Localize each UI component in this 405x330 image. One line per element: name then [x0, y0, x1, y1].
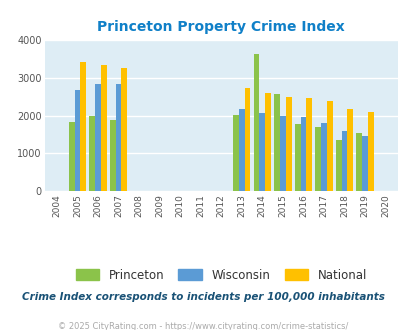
Bar	[294, 124, 300, 191]
Text: Crime Index corresponds to incidents per 100,000 inhabitants: Crime Index corresponds to incidents per…	[21, 292, 384, 302]
Bar	[347, 110, 352, 191]
Bar	[80, 62, 86, 191]
Bar	[367, 112, 373, 191]
Bar	[285, 96, 291, 191]
Bar	[274, 94, 279, 191]
Bar	[264, 93, 270, 191]
Bar	[69, 121, 75, 191]
Bar	[361, 136, 367, 191]
Bar	[89, 115, 95, 191]
Bar	[115, 83, 121, 191]
Bar	[232, 115, 238, 191]
Bar	[238, 109, 244, 191]
Legend: Princeton, Wisconsin, National: Princeton, Wisconsin, National	[71, 264, 371, 286]
Bar	[75, 90, 80, 191]
Bar	[326, 101, 332, 191]
Bar	[121, 68, 127, 191]
Bar	[110, 120, 115, 191]
Bar	[341, 131, 347, 191]
Text: © 2025 CityRating.com - https://www.cityrating.com/crime-statistics/: © 2025 CityRating.com - https://www.city…	[58, 322, 347, 330]
Bar	[335, 140, 341, 191]
Bar	[253, 54, 259, 191]
Title: Princeton Property Crime Index: Princeton Property Crime Index	[97, 20, 344, 34]
Bar	[244, 88, 250, 191]
Bar	[356, 133, 361, 191]
Bar	[305, 98, 311, 191]
Bar	[259, 113, 264, 191]
Bar	[95, 83, 101, 191]
Bar	[101, 65, 107, 191]
Bar	[320, 123, 326, 191]
Bar	[300, 117, 305, 191]
Bar	[279, 115, 285, 191]
Bar	[315, 127, 320, 191]
